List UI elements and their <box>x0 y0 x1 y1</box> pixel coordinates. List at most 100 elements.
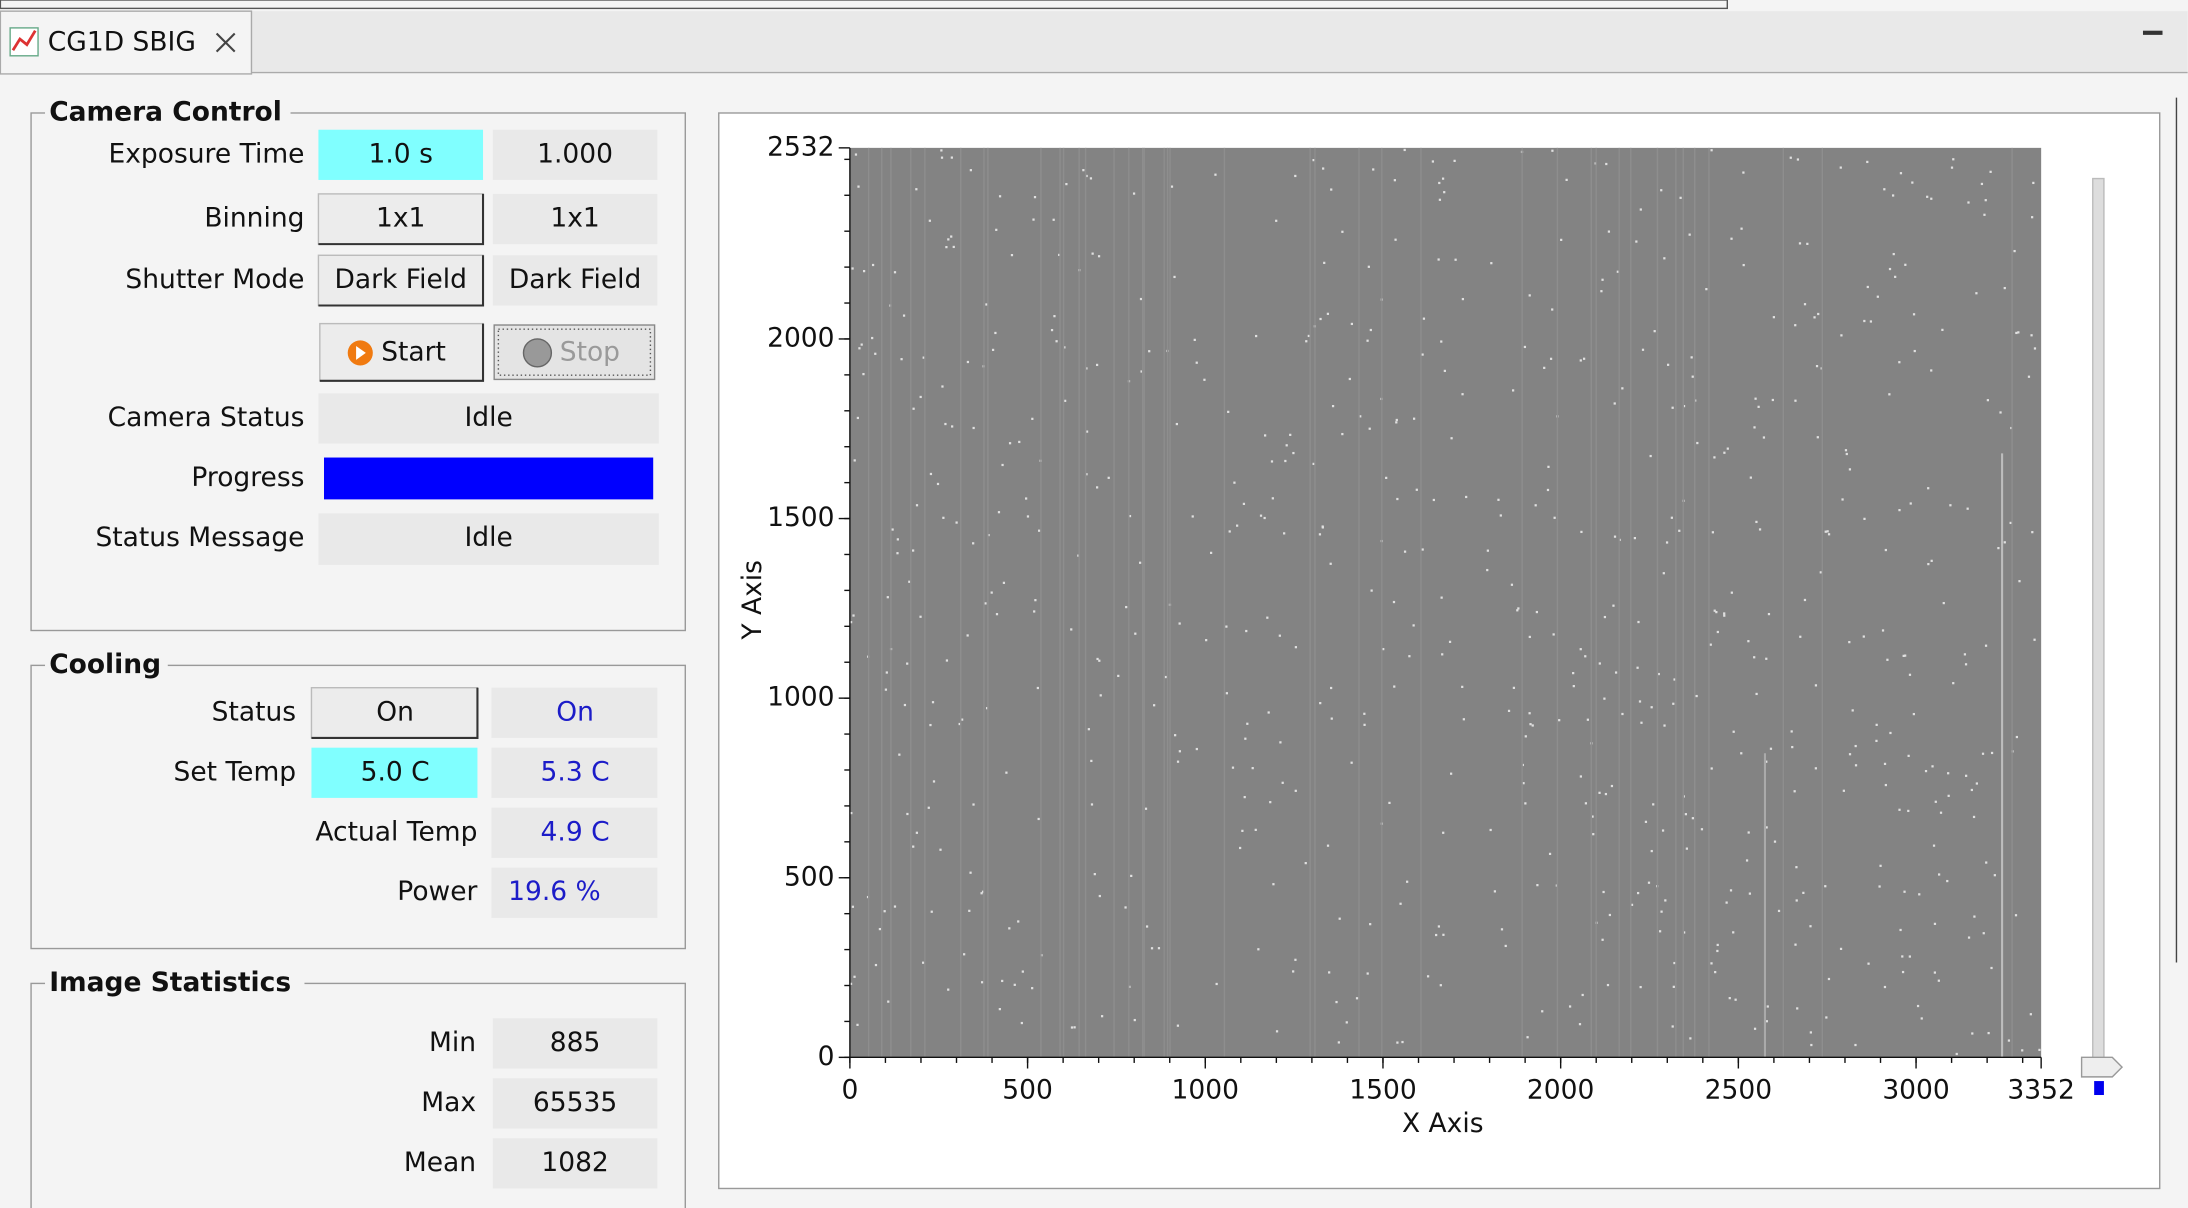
hot-pixel <box>995 613 999 616</box>
field-value: Idle <box>464 402 512 433</box>
hot-pixel <box>1794 324 1797 327</box>
hot-pixel <box>998 1007 1001 1011</box>
hot-pixel <box>1986 399 1989 402</box>
button[interactable] <box>317 254 484 307</box>
hot-pixel <box>1652 803 1655 806</box>
setpoint-input[interactable] <box>311 747 478 798</box>
hot-pixel <box>1851 709 1854 712</box>
hot-pixel <box>1512 686 1516 689</box>
hot-pixel <box>1869 320 1873 323</box>
hot-pixel <box>972 542 975 545</box>
hot-pixel <box>1205 639 1208 642</box>
hot-pixel <box>902 314 906 317</box>
hot-pixel <box>1888 267 1892 271</box>
hot-pixel <box>871 336 874 340</box>
hot-pixel <box>942 516 945 519</box>
hot-pixel <box>1396 497 1399 501</box>
hot-pixel <box>1613 402 1616 405</box>
hot-pixel <box>1535 610 1539 614</box>
hot-pixel <box>1341 230 1344 233</box>
button[interactable] <box>310 686 479 739</box>
hot-pixel <box>1176 1024 1180 1027</box>
hot-pixel <box>1095 486 1099 489</box>
setpoint-input[interactable] <box>318 129 484 180</box>
tab-bar <box>0 11 2188 73</box>
hot-pixel <box>985 303 988 306</box>
tab-close[interactable] <box>215 32 236 53</box>
hot-pixel <box>1955 1052 1958 1056</box>
hot-pixel <box>932 780 936 783</box>
hot-pixel <box>1931 765 1934 768</box>
hot-pixel <box>1421 353 1424 356</box>
button[interactable] <box>319 322 484 382</box>
hot-pixel <box>1795 866 1798 869</box>
hot-pixel <box>990 591 993 594</box>
readback <box>492 1138 658 1189</box>
hot-pixel <box>1766 1005 1769 1008</box>
hot-pixel <box>1257 948 1260 951</box>
colorbar-slider-track[interactable] <box>2092 177 2105 1061</box>
hot-pixel <box>2038 1048 2041 1052</box>
hot-pixel <box>1441 653 1444 656</box>
hot-pixel <box>1827 533 1831 536</box>
hot-pixel <box>1329 562 1332 565</box>
hot-pixel <box>1723 451 1726 454</box>
hot-pixel <box>1757 405 1760 408</box>
hot-pixel <box>1528 712 1531 715</box>
hot-pixel <box>1613 535 1617 538</box>
hot-pixel <box>1636 891 1640 895</box>
hot-pixel <box>1372 168 1375 171</box>
button[interactable] <box>317 193 484 245</box>
hot-pixel <box>1762 436 1766 439</box>
hot-pixel <box>1435 933 1438 937</box>
hot-pixel <box>1999 411 2002 414</box>
hot-pixel <box>1215 982 1218 986</box>
hot-pixel <box>1195 747 1198 751</box>
y-tick-label: 500 <box>784 861 835 892</box>
hot-pixel <box>1696 441 1699 445</box>
hot-pixel <box>941 385 944 388</box>
hot-pixel <box>878 927 882 931</box>
hot-pixel <box>1038 529 1041 532</box>
hot-pixel <box>874 352 877 355</box>
hot-pixel <box>1125 605 1128 609</box>
hot-pixel <box>1949 504 1952 507</box>
hot-pixel <box>940 156 944 159</box>
hot-pixel <box>1073 1026 1076 1029</box>
x-tick-label: 3000 <box>1882 1074 1949 1105</box>
hot-pixel <box>1802 891 1805 894</box>
hot-pixel <box>1672 702 1675 705</box>
hot-pixel <box>1524 735 1527 738</box>
hot-pixel <box>1714 970 1717 974</box>
slider-thumb[interactable] <box>2080 1056 2124 1078</box>
hot-pixel <box>903 703 907 707</box>
hot-pixel <box>874 963 878 967</box>
tab[interactable] <box>0 10 253 75</box>
hot-pixel <box>1437 258 1440 261</box>
hot-pixel <box>1840 334 1843 337</box>
hot-pixel <box>1894 275 1897 278</box>
hot-pixel <box>980 892 983 895</box>
hot-pixel <box>1228 530 1231 533</box>
hot-pixel <box>1292 970 1295 973</box>
hot-pixel <box>1318 533 1322 536</box>
hot-pixel <box>1918 893 1921 896</box>
readback <box>318 393 659 444</box>
hot-pixel <box>1549 357 1553 360</box>
hot-pixel <box>1203 378 1206 381</box>
stop-button[interactable] <box>493 324 656 381</box>
hot-pixel <box>1816 436 1819 439</box>
hot-pixel <box>1319 702 1322 705</box>
readback <box>318 513 659 565</box>
minimize-button[interactable] <box>2142 30 2163 35</box>
hot-pixel <box>1930 197 1933 200</box>
hot-pixel <box>1758 528 1762 531</box>
hot-pixel <box>1884 783 1887 787</box>
field-value: 4.9 C <box>541 816 610 847</box>
hot-pixel <box>1971 1032 1974 1035</box>
hot-pixel <box>1531 724 1534 727</box>
hot-pixel <box>1881 629 1885 632</box>
hot-pixel <box>1730 591 1733 594</box>
hot-pixel <box>1866 285 1869 289</box>
hot-pixel <box>1465 495 1468 499</box>
